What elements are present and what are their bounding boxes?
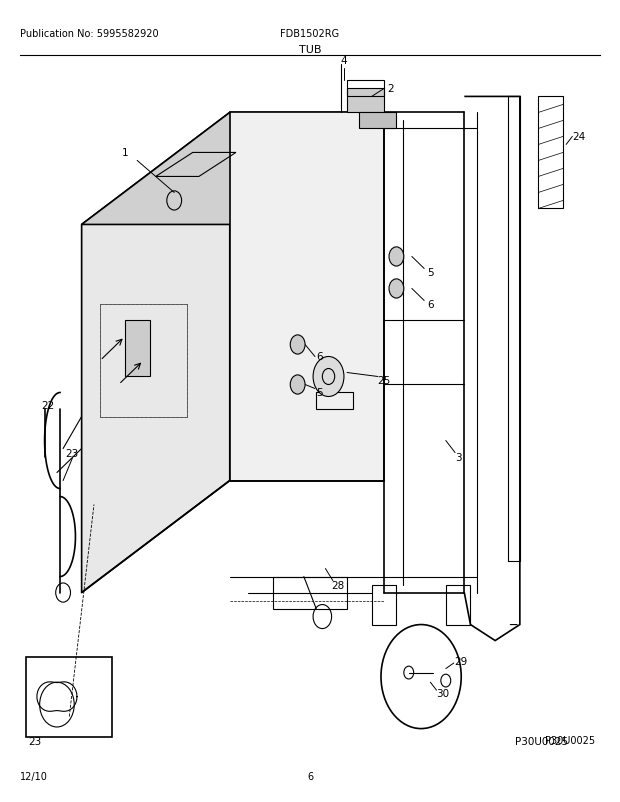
Text: 23: 23 — [29, 735, 42, 746]
Bar — [446, 585, 471, 625]
Circle shape — [313, 357, 344, 397]
Bar — [125, 321, 149, 377]
Text: 29: 29 — [454, 656, 468, 666]
Text: 6: 6 — [427, 300, 433, 310]
Text: 6: 6 — [307, 771, 313, 780]
Text: 23: 23 — [66, 448, 79, 458]
Text: 22: 22 — [41, 400, 55, 410]
Circle shape — [290, 335, 305, 354]
Bar — [316, 393, 353, 409]
Circle shape — [389, 248, 404, 267]
Text: 1: 1 — [122, 148, 128, 158]
Bar — [538, 97, 563, 209]
Bar — [273, 577, 347, 609]
Text: 6: 6 — [316, 352, 322, 362]
Text: FDB1502RG: FDB1502RG — [280, 30, 340, 39]
Text: 25: 25 — [378, 376, 391, 386]
Text: 30: 30 — [436, 688, 449, 698]
Polygon shape — [230, 113, 384, 481]
Text: 28: 28 — [331, 580, 344, 589]
Bar — [372, 585, 396, 625]
Bar — [360, 113, 396, 129]
Text: 4: 4 — [340, 56, 347, 67]
Bar — [26, 657, 112, 737]
Text: P30U0025: P30U0025 — [515, 735, 568, 746]
Text: Publication No: 5995582920: Publication No: 5995582920 — [20, 30, 159, 39]
Text: 3: 3 — [455, 452, 461, 462]
Text: 12/10: 12/10 — [20, 771, 48, 780]
Bar — [347, 89, 384, 113]
Text: 5: 5 — [427, 268, 433, 278]
Text: 2: 2 — [387, 84, 394, 95]
Bar — [347, 81, 384, 97]
Polygon shape — [82, 113, 230, 593]
Polygon shape — [82, 113, 384, 225]
Text: 5: 5 — [316, 388, 322, 398]
Circle shape — [290, 375, 305, 395]
Text: TUB: TUB — [299, 46, 321, 55]
Circle shape — [389, 280, 404, 298]
Text: P30U0025: P30U0025 — [544, 735, 595, 745]
Text: 24: 24 — [572, 132, 585, 142]
